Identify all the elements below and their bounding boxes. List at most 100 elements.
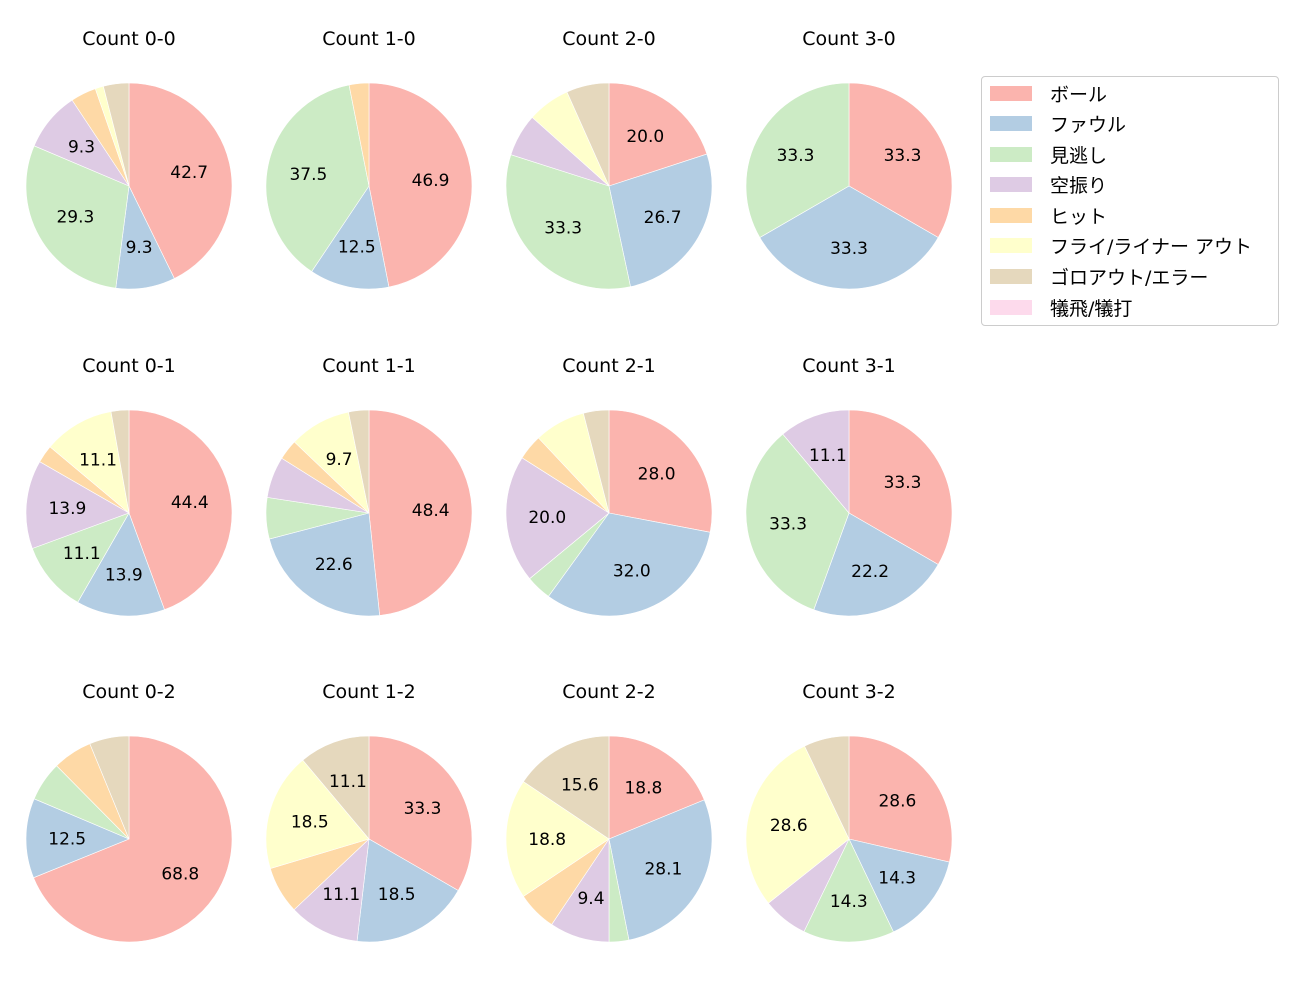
pie-slice <box>31 512 130 603</box>
pie-slice-label: 28.1 <box>644 859 682 879</box>
pie-slice <box>608 153 713 288</box>
pie-slice-label: 9.4 <box>577 889 604 909</box>
pie-slice <box>608 735 705 840</box>
pie-chart-count-0-2: Count 0-2 68.8 12.5 <box>9 665 249 991</box>
pie-chart-count-1-1: Count 1-1 48.4 22.6 9.7 <box>249 339 489 665</box>
pie-slice-label: 9.7 <box>326 450 353 470</box>
legend-item-foul: ファウル <box>990 111 1127 136</box>
pie-slice <box>804 735 850 840</box>
pie-slice-label: 68.8 <box>161 865 199 885</box>
pie-chart-count-0-0: Count 0-0 42.7 9.3 29.3 9.3 <box>9 12 249 338</box>
pie-title: Count 2-1 <box>562 355 656 377</box>
pie-slice-label: 14.3 <box>830 892 868 912</box>
legend-item-fly-liner-out: フライ/ライナー アウト <box>990 233 1253 258</box>
pie-title: Count 0-1 <box>82 355 176 377</box>
pie-slice <box>89 735 130 840</box>
legend-item-grounder-error: ゴロアウト/エラー <box>990 264 1209 289</box>
pie-slice <box>293 838 370 942</box>
legend-swatch <box>990 207 1032 223</box>
pie-slice <box>348 82 370 187</box>
pie-slice-label: 22.2 <box>851 562 889 582</box>
legend-swatch <box>990 85 1032 101</box>
pie-slice-label: 18.8 <box>528 830 566 850</box>
pie-slice <box>33 735 233 943</box>
pie-slice-label: 42.7 <box>170 163 208 183</box>
pie-title: Count 2-0 <box>562 28 656 50</box>
pie-slice <box>102 82 130 187</box>
legend-item-called-strike: 見逃し <box>990 142 1107 167</box>
pie-slice-label: 33.3 <box>884 473 922 493</box>
pie-slice <box>803 838 894 943</box>
legend-label: 空振り <box>1050 174 1108 197</box>
pie-slice <box>77 512 165 617</box>
pie-slice-label: 22.6 <box>315 555 353 575</box>
legend-swatch <box>990 237 1032 253</box>
pie-chart-count-1-2: Count 1-2 33.3 18.5 11.1 18.5 11.1 <box>249 665 489 991</box>
legend-swatch <box>990 299 1032 315</box>
pie-slice <box>348 409 370 514</box>
pie-slice <box>265 759 370 869</box>
pie-title: Count 3-0 <box>802 28 896 50</box>
pie-chart-count-2-2: Count 2-2 18.8 28.1 9.4 18.8 15.6 <box>489 665 729 991</box>
pie-slice <box>782 409 850 514</box>
pie-slice <box>848 838 950 933</box>
pie-title: Count 2-2 <box>562 681 656 703</box>
pie-slice <box>311 185 390 290</box>
pie-slice <box>848 82 953 238</box>
pie-slice-label: 33.3 <box>884 146 922 166</box>
legend-swatch <box>990 146 1032 162</box>
legend-label: ファウル <box>1050 113 1127 136</box>
pie-slice-label: 13.9 <box>48 499 86 519</box>
pie-slice-label: 18.5 <box>291 812 329 832</box>
pie-chart-count-3-2: Count 3-2 28.6 14.3 14.3 28.6 <box>729 665 969 991</box>
pie-slice <box>745 82 850 238</box>
pie-slice-label: 33.3 <box>830 239 868 259</box>
pie-slice-label: 26.7 <box>644 208 682 228</box>
pie-slice-label: 28.6 <box>770 816 808 836</box>
pie-slice-label: 48.4 <box>412 501 450 521</box>
legend-label: フライ/ライナー アウト <box>1050 235 1253 258</box>
pie-slice <box>523 735 610 840</box>
legend-swatch <box>990 176 1032 192</box>
pie-slice <box>608 82 708 187</box>
legend-item-swinging-strike: 空振り <box>990 172 1108 197</box>
chart-legend: ボール ファウル 見逃し 空振り ヒット フライ/ライナー アウト ゴロアウト/… <box>981 76 1279 326</box>
pie-slice-label: 13.9 <box>105 566 143 586</box>
pie-slice-label: 9.3 <box>68 138 95 158</box>
pie-slice <box>368 735 473 891</box>
pie-slice-label: 11.1 <box>63 544 101 564</box>
pie-slice <box>548 512 711 617</box>
pie-slice <box>265 84 370 272</box>
legend-swatch <box>990 115 1032 131</box>
pie-title: Count 0-0 <box>82 28 176 50</box>
pie-title: Count 3-1 <box>802 355 896 377</box>
pie-slice-label: 12.5 <box>338 238 376 258</box>
pie-slice <box>25 461 130 549</box>
pie-slice <box>505 154 631 290</box>
pie-chart-count-2-1: Count 2-1 28.0 32.0 20.0 <box>489 339 729 665</box>
pie-slice <box>759 185 939 290</box>
pie-title: Count 0-2 <box>82 681 176 703</box>
legend-label: ゴロアウト/エラー <box>1050 266 1209 289</box>
pie-slice-label: 29.3 <box>56 208 94 228</box>
pie-slice-label: 11.1 <box>79 451 117 471</box>
pie-slice <box>25 798 130 879</box>
pie-slice-label: 33.3 <box>777 146 815 166</box>
pie-slice-label: 11.1 <box>322 885 360 905</box>
pie-slice <box>608 409 713 533</box>
pie-slice <box>49 411 130 514</box>
pie-slice-label: 11.1 <box>809 446 847 466</box>
pie-slice-label: 12.5 <box>48 830 86 850</box>
pie-slice <box>302 735 370 840</box>
pie-slice <box>848 409 953 565</box>
pie-chart-count-3-0: Count 3-0 33.3 33.3 33.3 <box>729 12 969 338</box>
pie-slice <box>505 457 610 580</box>
legend-label: 犠飛/犠打 <box>1050 297 1133 320</box>
pie-slice-label: 14.3 <box>878 869 916 889</box>
pie-slice <box>356 838 459 943</box>
legend-item-ball: ボール <box>990 81 1107 106</box>
pie-slice-label: 18.5 <box>378 885 416 905</box>
pie-slice-label: 15.6 <box>561 776 599 796</box>
pie-title: Count 1-1 <box>322 355 416 377</box>
pie-slice-label: 46.9 <box>412 171 450 191</box>
